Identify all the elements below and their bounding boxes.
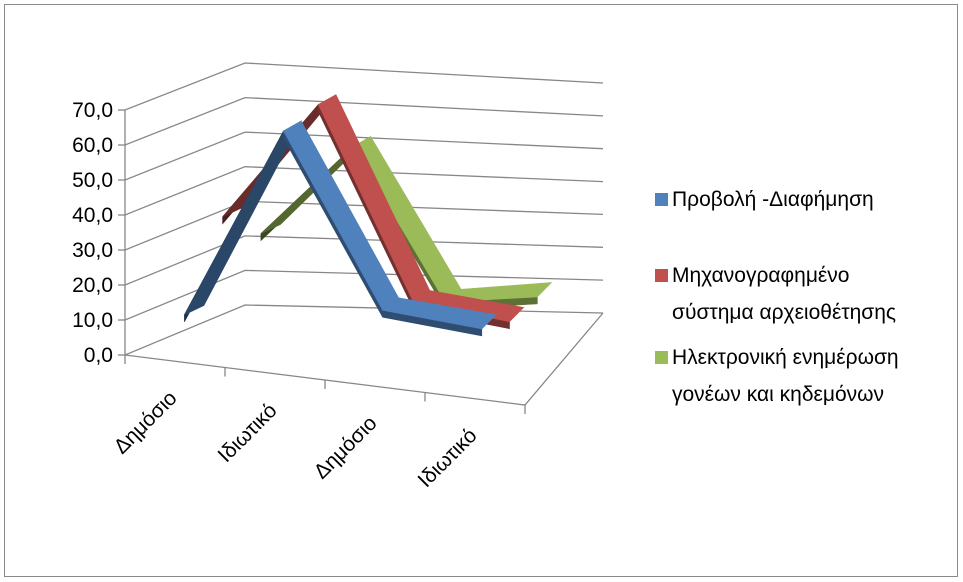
gridline [124, 62, 604, 111]
y-tick-label: 10,0 [72, 309, 113, 332]
legend-label: Ηλεκτρονική ενημέρωση γονέων και κηδεμόν… [672, 346, 899, 406]
legend-label: Προβολή -Διαφήμηση [672, 188, 874, 211]
y-tick-label: 60,0 [72, 134, 113, 157]
gridline [124, 166, 604, 216]
legend-label: Μηχανογραφημένο σύστημα αρχειοθέτησης [672, 264, 897, 324]
floor-edge [124, 312, 604, 406]
x-tick-label: Δημόσιο [310, 412, 382, 484]
y-tick-label: 70,0 [72, 99, 113, 122]
series-ribbons [183, 94, 553, 337]
y-tick-label: 50,0 [72, 169, 113, 192]
y-tick-label: 40,0 [72, 204, 113, 227]
y-tick-label: 30,0 [72, 239, 113, 262]
legend-swatch [655, 351, 668, 364]
legend-swatch [655, 269, 668, 282]
gridline [124, 304, 604, 356]
legend-swatch [655, 193, 668, 206]
series-1-segment [381, 297, 497, 330]
series-1-ribbon [183, 120, 497, 337]
axes [118, 109, 604, 414]
x-tick-label: Ιδιωτικό [214, 399, 282, 467]
series-3-segment [444, 282, 553, 303]
gridline [124, 235, 604, 286]
gridline [124, 96, 604, 146]
gridline [124, 269, 604, 321]
gridlines [124, 62, 604, 356]
x-tick-label: Δημόσιο [110, 387, 182, 459]
y-tick-label: 20,0 [72, 274, 113, 297]
x-tick-label: Ιδιωτικό [414, 424, 482, 492]
gridline [124, 131, 604, 181]
y-tick-label: 0,0 [84, 344, 113, 367]
